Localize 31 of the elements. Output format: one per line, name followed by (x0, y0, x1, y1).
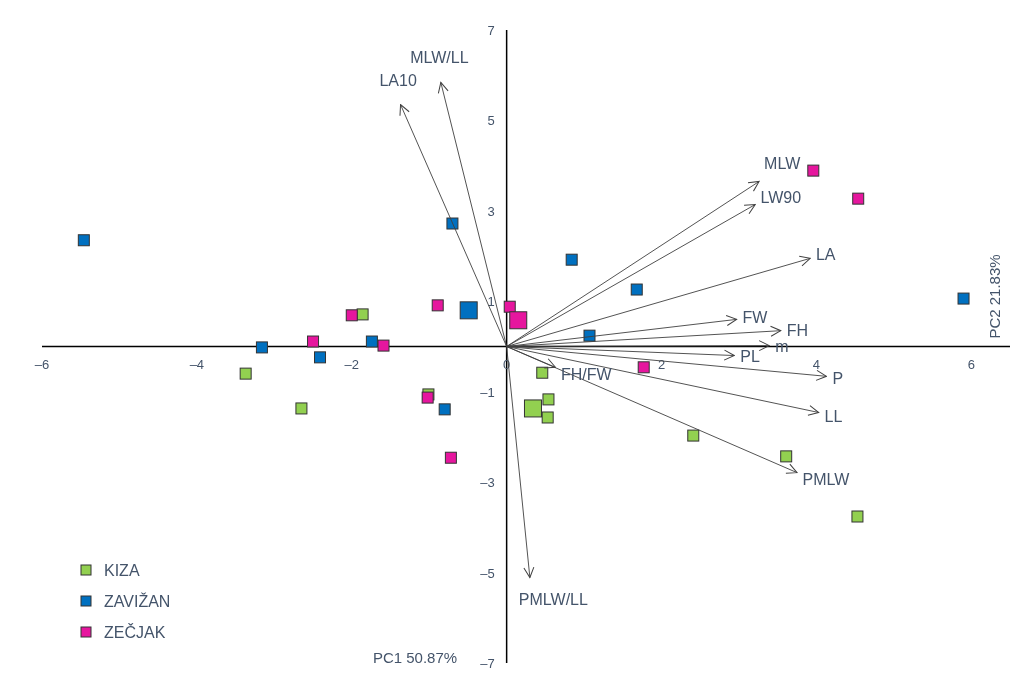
y-tick-label: 7 (487, 23, 495, 38)
x-axis-title: PC1 50.87% (372, 649, 458, 666)
series-label: MLW/LL (410, 48, 469, 66)
x-tick-label: 6 (967, 356, 975, 372)
y-tick-label: 5 (487, 113, 495, 129)
series-label: LA10 (379, 71, 417, 89)
y-tick-label: –3 (480, 475, 495, 491)
x-tick-label: –2 (344, 356, 359, 372)
series-label: LA (815, 245, 836, 263)
y-tick-label: 1 (487, 294, 495, 310)
x-tick-label: –6 (34, 356, 50, 372)
legend-label: ZEČJAK (104, 623, 166, 641)
series-label: PL (740, 348, 760, 366)
y-tick-label: –1 (480, 384, 495, 400)
series-label: PMLW/LL (518, 591, 589, 609)
series-label: FH (786, 321, 809, 339)
y-tick-label: 3 (487, 203, 495, 219)
legend-label: ZAVIŽAN (104, 592, 171, 610)
series-label: FW (742, 309, 769, 327)
series-label: LW90 (760, 188, 802, 206)
y-tick-label: –7 (480, 656, 495, 671)
series-label: MLW (764, 154, 802, 172)
y-tick-label: –5 (480, 565, 495, 581)
y-axis-title: PC2 21.83% (986, 254, 1003, 339)
x-tick-label: –4 (189, 356, 205, 372)
series-label: PMLW (802, 471, 851, 489)
x-tick-label: 2 (657, 356, 666, 372)
series-label: P (832, 369, 844, 387)
series-label: LL (824, 407, 843, 425)
legend-label: KIZA (104, 562, 140, 579)
x-tick-label: 4 (812, 356, 821, 372)
